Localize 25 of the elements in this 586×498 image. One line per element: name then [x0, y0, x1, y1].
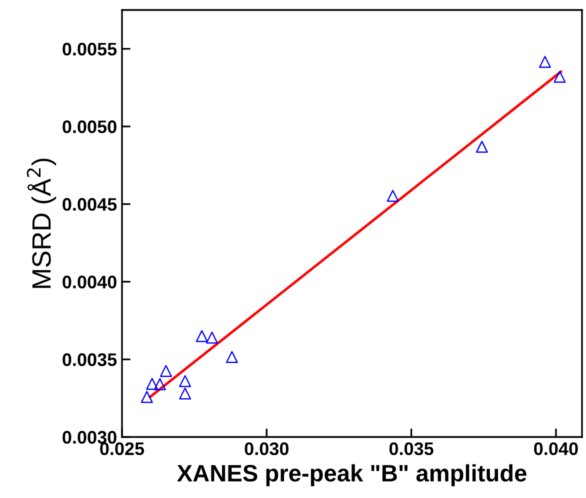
- point: [140, 390, 153, 403]
- y-axis-title: MSRD (Å$^{2}$): [26, 158, 56, 288]
- x-tick-label: 0.025: [100, 442, 144, 456]
- point: [538, 56, 551, 68]
- point: [179, 375, 192, 388]
- point: [206, 332, 218, 344]
- y-tick-label: 0.0030: [62, 430, 116, 444]
- y-tick-label: 0.0040: [62, 276, 116, 288]
- y-tick-label: 0.0055: [62, 42, 117, 56]
- point: [160, 365, 172, 378]
- point: [146, 378, 158, 390]
- y-tick-label: 0.0050: [62, 120, 116, 134]
- x-tick-label: 0.030: [244, 442, 289, 456]
- x-tick-label: 0.040: [534, 442, 578, 456]
- y-tick-label: 0.0035: [62, 353, 117, 366]
- point: [179, 388, 192, 400]
- x-axis-title: XANES pre-peak "B" amplitude: [177, 464, 526, 486]
- x-tick-label: 0.035: [389, 442, 434, 456]
- point: [154, 378, 166, 390]
- y-tick-label: 0.0045: [62, 198, 117, 211]
- point: [476, 140, 488, 153]
- point: [196, 330, 208, 342]
- point: [226, 351, 238, 364]
- point: [554, 70, 566, 83]
- point: [386, 190, 399, 202]
